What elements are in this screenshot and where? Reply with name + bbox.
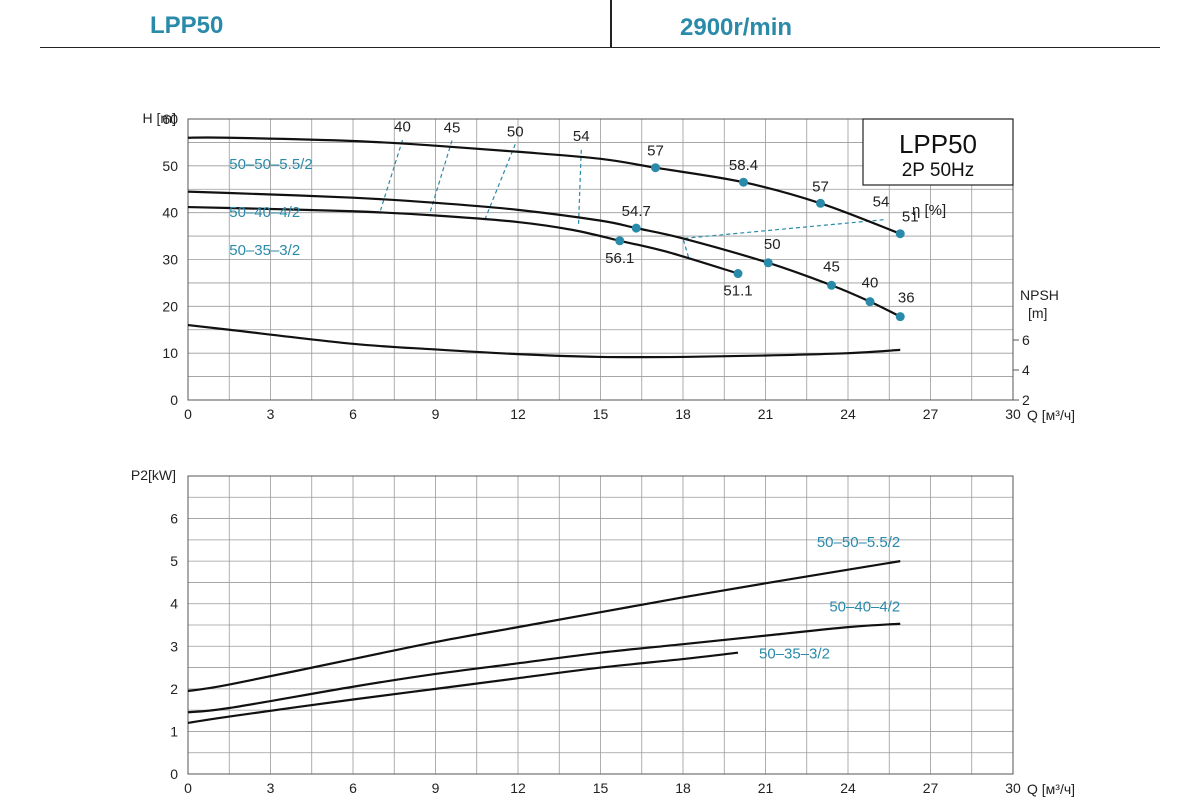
head-x-tick: 18 bbox=[675, 406, 691, 422]
efficiency-axis-label: η [%] bbox=[912, 202, 946, 219]
head-x-tick: 12 bbox=[510, 406, 526, 422]
head-series-label: 50–50–5.5/2 bbox=[229, 156, 312, 173]
head-y-tick: 10 bbox=[162, 345, 178, 361]
power-x-tick: 21 bbox=[758, 780, 774, 796]
power-y-tick: 1 bbox=[170, 723, 178, 739]
head-y-tick: 50 bbox=[162, 158, 178, 174]
head-x-tick: 0 bbox=[184, 406, 192, 422]
efficiency-point bbox=[733, 269, 743, 279]
head-y-tick: 40 bbox=[162, 205, 178, 221]
power-x-tick: 24 bbox=[840, 780, 856, 796]
legend-freq-label: 2P 50Hz bbox=[902, 160, 975, 181]
npsh-tick: 4 bbox=[1022, 362, 1030, 378]
head-x-tick: 9 bbox=[432, 406, 440, 422]
power-x-tick: 12 bbox=[510, 780, 526, 796]
efficiency-iso-line bbox=[682, 219, 884, 258]
efficiency-point bbox=[615, 236, 625, 246]
efficiency-point-label: 57 bbox=[812, 178, 829, 195]
power-frame bbox=[187, 475, 1014, 775]
header-divider bbox=[610, 0, 612, 47]
head-series-label: 50–40–4/2 bbox=[229, 204, 300, 221]
power-y-tick: 4 bbox=[170, 596, 178, 612]
npsh-tick: 2 bbox=[1022, 392, 1030, 408]
npsh-axis-unit: [m] bbox=[1028, 305, 1047, 321]
power-x-tick: 15 bbox=[593, 780, 609, 796]
power-curve-2 bbox=[187, 651, 739, 725]
head-series-label: 50–35–3/2 bbox=[229, 242, 300, 259]
head-x-tick: 15 bbox=[593, 406, 609, 422]
efficiency-point-label: 51 bbox=[902, 209, 919, 226]
head-x-tick: 27 bbox=[923, 406, 939, 422]
efficiency-iso-line bbox=[379, 139, 404, 211]
efficiency-point-label: 56.1 bbox=[605, 250, 634, 267]
head-curve-2 bbox=[187, 205, 739, 275]
efficiency-point-label: 45 bbox=[823, 258, 840, 275]
power-x-tick: 30 bbox=[1005, 780, 1021, 796]
power-y-tick: 2 bbox=[170, 681, 178, 697]
head-y-axis-title: H [m] bbox=[143, 110, 176, 126]
head-curve-0 bbox=[187, 136, 901, 235]
npsh-tick: 6 bbox=[1022, 332, 1030, 348]
power-curve-0 bbox=[187, 560, 901, 693]
efficiency-point-label: 57 bbox=[647, 143, 664, 160]
efficiency-iso-label: 45 bbox=[444, 120, 461, 137]
head-x-tick: 30 bbox=[1005, 406, 1021, 422]
efficiency-point bbox=[865, 297, 875, 307]
page-header: LPP50 2900r/min bbox=[40, 0, 1160, 48]
efficiency-point-label: 36 bbox=[898, 290, 915, 307]
power-y-axis-title: P2[kW] bbox=[131, 467, 176, 483]
efficiency-point bbox=[895, 312, 905, 322]
efficiency-point-label: 50 bbox=[764, 236, 781, 253]
efficiency-point bbox=[651, 163, 660, 173]
efficiency-point bbox=[739, 177, 748, 187]
legend-box bbox=[862, 118, 1014, 186]
power-y-tick: 0 bbox=[170, 766, 178, 782]
efficiency-point bbox=[763, 258, 773, 268]
efficiency-iso-label: 40 bbox=[394, 119, 411, 136]
efficiency-point-label: 58.4 bbox=[729, 157, 758, 174]
head-x-tick: 3 bbox=[267, 406, 275, 422]
head-frame bbox=[187, 118, 1014, 401]
head-x-tick: 21 bbox=[758, 406, 774, 422]
power-curve-1 bbox=[187, 622, 901, 714]
efficiency-iso-label: 54 bbox=[573, 128, 590, 145]
head-curve-3 bbox=[187, 323, 901, 359]
power-y-tick: 3 bbox=[170, 638, 178, 654]
power-x-tick: 18 bbox=[675, 780, 691, 796]
efficiency-point bbox=[631, 223, 641, 233]
efficiency-iso-label: 50 bbox=[507, 123, 524, 140]
efficiency-iso-line bbox=[429, 140, 453, 213]
efficiency-point-label: 51.1 bbox=[723, 283, 752, 300]
head-y-tick: 30 bbox=[162, 252, 178, 268]
power-x-tick: 3 bbox=[267, 780, 275, 796]
model-title: LPP50 bbox=[150, 12, 224, 39]
efficiency-point-label: 40 bbox=[862, 275, 879, 292]
power-x-axis-title: Q [м³/ч] bbox=[1027, 781, 1075, 797]
legend-model-label: LPP50 bbox=[899, 129, 977, 159]
power-x-tick: 0 bbox=[184, 780, 192, 796]
npsh-axis-title: NPSH bbox=[1020, 287, 1059, 303]
head-x-tick: 24 bbox=[840, 406, 856, 422]
power-x-tick: 6 bbox=[349, 780, 357, 796]
efficiency-point-label: 54.7 bbox=[622, 203, 651, 220]
efficiency-point bbox=[827, 280, 836, 290]
head-y-tick: 20 bbox=[162, 298, 178, 314]
head-y-tick: 0 bbox=[170, 392, 178, 408]
efficiency-iso-line bbox=[577, 149, 582, 226]
power-y-tick: 6 bbox=[170, 511, 178, 527]
head-x-axis-title: Q [м³/ч] bbox=[1027, 407, 1075, 423]
efficiency-iso-label: 54 bbox=[873, 194, 890, 211]
power-x-tick: 9 bbox=[432, 780, 440, 796]
head-y-tick: 60 bbox=[162, 111, 178, 127]
efficiency-point bbox=[816, 198, 825, 208]
power-series-label: 50–35–3/2 bbox=[759, 646, 830, 663]
power-series-label: 50–50–5.5/2 bbox=[817, 534, 900, 551]
power-y-tick: 5 bbox=[170, 553, 178, 569]
speed-title: 2900r/min bbox=[680, 14, 793, 41]
head-x-tick: 6 bbox=[349, 406, 357, 422]
efficiency-point bbox=[895, 229, 905, 239]
power-series-label: 50–40–4/2 bbox=[829, 599, 900, 616]
power-x-tick: 27 bbox=[923, 780, 939, 796]
